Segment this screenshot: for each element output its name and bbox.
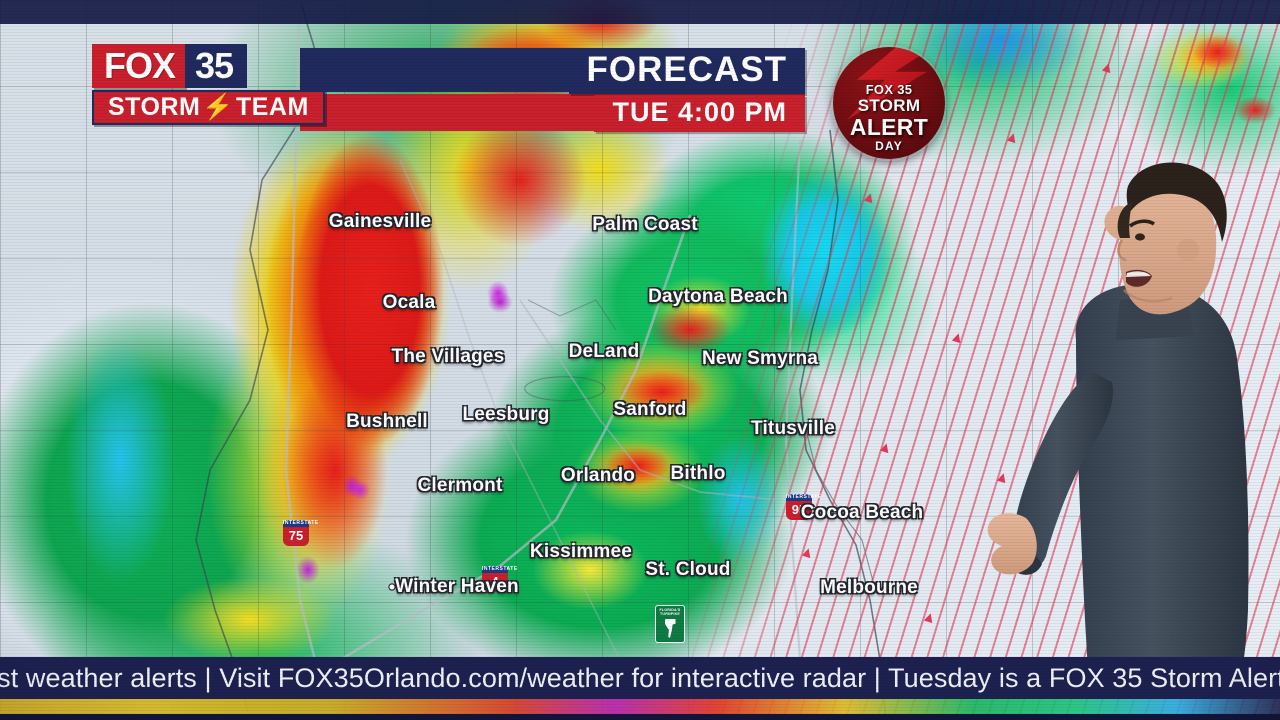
lightning-bolt-icon: ⚡ <box>202 93 234 121</box>
forecast-timestamp: TUE 4:00 PM <box>612 97 787 127</box>
city-label-bushnell: Bushnell <box>346 411 428 432</box>
wind-arrow-icon: ▲ <box>859 187 880 208</box>
storm-text: STORM <box>108 93 201 121</box>
badge-text-group: FOX 35 STORM ALERT DAY <box>833 82 945 154</box>
suit-jacket <box>1075 283 1249 670</box>
city-label-daytona-beach: Daytona Beach <box>648 286 788 307</box>
city-label-leesburg: Leesburg <box>462 404 550 425</box>
channel-number-text: 35 <box>195 45 234 86</box>
teeth <box>1126 271 1151 277</box>
city-label-the-villages: The Villages <box>391 346 505 367</box>
badge-line-1: FOX 35 <box>865 82 913 97</box>
shield-top-label: INTERSTATE <box>482 566 518 573</box>
shield-top-label: INTERSTATE <box>283 520 319 527</box>
city-label-gainesville: Gainesville <box>328 211 432 232</box>
interstate-4-shield-icon: INTERSTATE 4 <box>482 566 518 592</box>
forecast-title-bar: FORECAST <box>568 48 805 94</box>
shield-number: 95 <box>786 501 812 520</box>
team-text: TEAM <box>235 93 309 121</box>
jawline <box>1123 289 1173 303</box>
eyebrow <box>1128 219 1155 228</box>
city-label-sanford: Sanford <box>613 399 687 420</box>
wind-arrow-icon: ▲ <box>947 327 968 348</box>
shield-number: 4 <box>482 573 508 592</box>
city-label-melbourne: Melbourne <box>820 577 918 598</box>
meteorologist <box>987 162 1249 670</box>
florida-turnpike-shield-icon: FLORIDA'S TURNPIKE <box>655 605 685 643</box>
shield-number: 75 <box>283 527 309 546</box>
city-label-palm-coast: Palm Coast <box>592 214 698 235</box>
city-label-ocala: Ocala <box>382 292 436 313</box>
top-navy-strip <box>0 0 1280 24</box>
city-dot <box>389 584 395 590</box>
nose <box>1117 239 1127 262</box>
badge-line-3: ALERT <box>849 114 929 140</box>
hair <box>1126 162 1227 242</box>
fox35-storm-team-logo: FOX 35 STORM ⚡ TEAM <box>92 44 325 125</box>
forecast-time-bar: TUE 4:00 PM <box>594 95 805 132</box>
city-label-deland: DeLand <box>568 341 640 362</box>
turnpike-label: FLORIDA'S TURNPIKE <box>659 608 681 617</box>
forecast-header: FORECAST TUE 4:00 PM <box>568 48 805 132</box>
city-label-st-cloud: St. Cloud <box>645 559 731 580</box>
city-label-clermont: Clermont <box>417 475 503 496</box>
city-label-bithlo: Bithlo <box>670 463 726 484</box>
wind-arrow-icon: ▲ <box>797 542 818 563</box>
bottom-navy-edge <box>0 714 1280 720</box>
suit-arm <box>1012 372 1114 571</box>
fox-text: FOX <box>104 45 176 86</box>
city-label-titusville: Titusville <box>750 418 836 439</box>
channel-number-box: 35 <box>185 44 248 88</box>
news-ticker[interactable]: est weather alerts | Visit FOX35Orlando.… <box>0 657 1280 699</box>
city-label-cocoa-beach: Cocoa Beach <box>800 502 924 523</box>
hand <box>987 513 1037 575</box>
storm-alert-day-badge: FOX 35 STORM ALERT DAY <box>833 47 945 159</box>
storm-team-bar: STORM ⚡ TEAM <box>92 90 325 125</box>
fox-wordmark: FOX <box>92 44 186 88</box>
sideburn <box>1117 202 1132 238</box>
ticker-text: est weather alerts | Visit FOX35Orlando.… <box>0 662 1280 693</box>
shield-top-label: INTERSTATE <box>786 494 822 501</box>
city-label-new-smyrna: New Smyrna <box>701 348 819 369</box>
wind-arrow-icon: ▲ <box>875 437 896 458</box>
wind-arrow-icon: ▲ <box>919 607 940 628</box>
city-label-kissimmee: Kissimmee <box>529 541 633 562</box>
page-title: FORECAST <box>586 50 787 89</box>
florida-outline-icon <box>664 618 676 638</box>
wind-arrow-icon: ▲ <box>1097 57 1118 78</box>
city-label-winter-haven: Winter Haven <box>395 576 519 597</box>
interstate-95-shield-icon: INTERSTATE 95 <box>786 494 822 520</box>
badge-line-4: DAY <box>875 139 903 153</box>
badge-line-2: STORM <box>857 96 921 115</box>
ear <box>1177 239 1199 261</box>
interstate-75-shield-icon: INTERSTATE 75 <box>283 520 319 546</box>
city-label-orlando: Orlando <box>560 465 636 486</box>
eye <box>1135 233 1145 241</box>
